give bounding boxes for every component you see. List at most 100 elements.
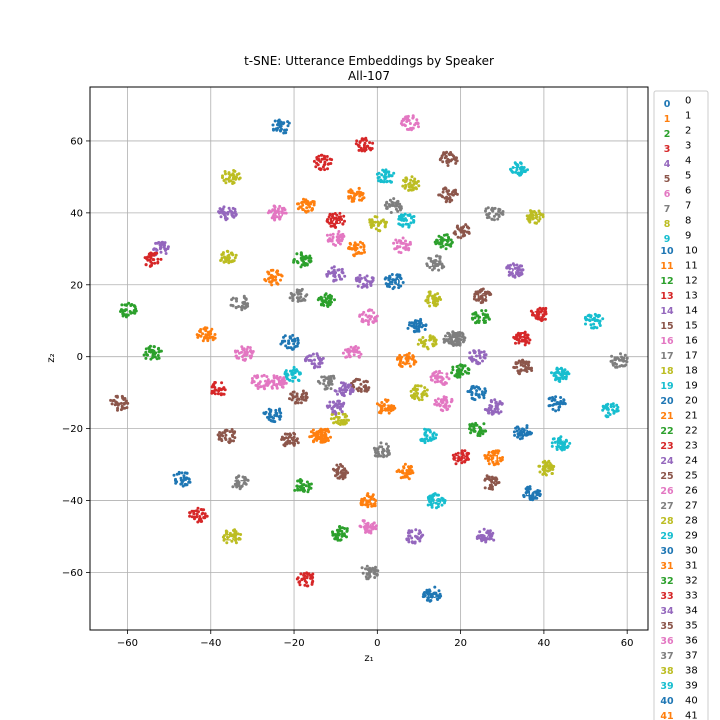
scatter-point [376,176,380,180]
x-tick-label: 20 [454,638,467,649]
scatter-point [179,476,183,480]
scatter-point [299,205,303,209]
scatter-point [221,434,225,438]
scatter-point [446,157,450,161]
scatter-point [234,213,238,217]
scatter-point [538,470,542,474]
scatter-point [228,173,232,177]
scatter-point [371,141,375,145]
scatter-point [314,165,318,169]
scatter-point [385,201,389,205]
scatter-point [268,280,272,284]
scatter-point [291,299,295,302]
scatter-point [158,349,162,353]
scatter-point [270,415,274,419]
scatter-point [515,263,519,267]
scatter-point [451,365,455,369]
scatter-point [116,406,120,410]
scatter-point [149,344,152,348]
scatter-point [482,350,486,354]
scatter-point [433,585,437,589]
scatter-point [269,408,273,412]
legend-entry: 6 [685,186,691,197]
scatter-point [110,402,114,406]
scatter-point [376,569,380,573]
scatter-point [365,283,369,286]
scatter-point [303,263,307,267]
scatter-point [153,261,157,265]
scatter-point [356,278,360,282]
scatter-point [359,352,363,356]
legend-entry: 22 [685,426,698,437]
x-tick-label: 0 [374,638,380,649]
scatter-point [231,211,235,215]
scatter-point [248,346,252,350]
scatter-point [445,150,449,154]
scatter-point [302,489,306,493]
scatter-point [309,201,313,205]
scatter-point [293,432,297,436]
scatter-point [349,345,353,349]
legend-entry: 32 [685,576,698,587]
scatter-point [402,241,405,245]
cluster-label: 20 [388,278,401,288]
scatter-point [397,215,401,218]
scatter-point [612,411,616,415]
scatter-point [323,387,327,391]
scatter-point [359,387,363,391]
scatter-point [496,481,500,485]
scatter-point [182,474,186,478]
scatter-point [311,352,315,356]
scatter-point [445,400,449,404]
scatter-point [413,541,417,545]
scatter-point [315,352,319,356]
scatter-point [332,265,336,269]
scatter-point [164,247,168,251]
scatter-point [447,377,451,381]
scatter-point [561,372,565,376]
scatter-point [210,327,214,331]
scatter-point [417,125,420,129]
scatter-point [323,162,327,166]
cluster-label: 24 [508,267,521,277]
scatter-point [291,379,295,383]
scatter-point [468,351,472,355]
scatter-point [401,223,405,227]
scatter-point [296,441,300,445]
scatter-point [315,161,319,165]
scatter-point [373,215,377,219]
scatter-point [295,344,299,348]
scatter-point [229,439,233,443]
scatter-point [336,538,340,542]
scatter-point [151,356,155,359]
scatter-point [328,400,332,404]
scatter-point [331,374,335,378]
legend-marker: 15 [660,321,673,332]
scatter-point [185,483,189,487]
legend-marker: 3 [664,144,671,155]
scatter-point [492,218,496,222]
scatter-point [219,210,222,214]
scatter-point [565,372,569,376]
scatter-point [211,338,215,342]
scatter-point [443,186,447,190]
legend-entry: 31 [685,561,698,572]
scatter-point [407,540,411,544]
legend-entry: 2 [685,126,691,137]
legend-entry: 39 [685,681,698,692]
scatter-point [112,398,116,402]
scatter-point [409,221,413,225]
cluster-label: 14 [488,404,501,414]
scatter-point [244,357,247,361]
legend-entry: 25 [685,471,698,482]
scatter-point [530,366,533,370]
scatter-point [443,501,446,505]
scatter-point [425,262,429,266]
scatter-point [371,566,375,570]
scatter-point [248,354,252,358]
scatter-point [288,397,291,401]
scatter-point [419,317,423,321]
scatter-point [592,326,596,330]
scatter-point [438,255,442,259]
scatter-point [395,241,399,245]
